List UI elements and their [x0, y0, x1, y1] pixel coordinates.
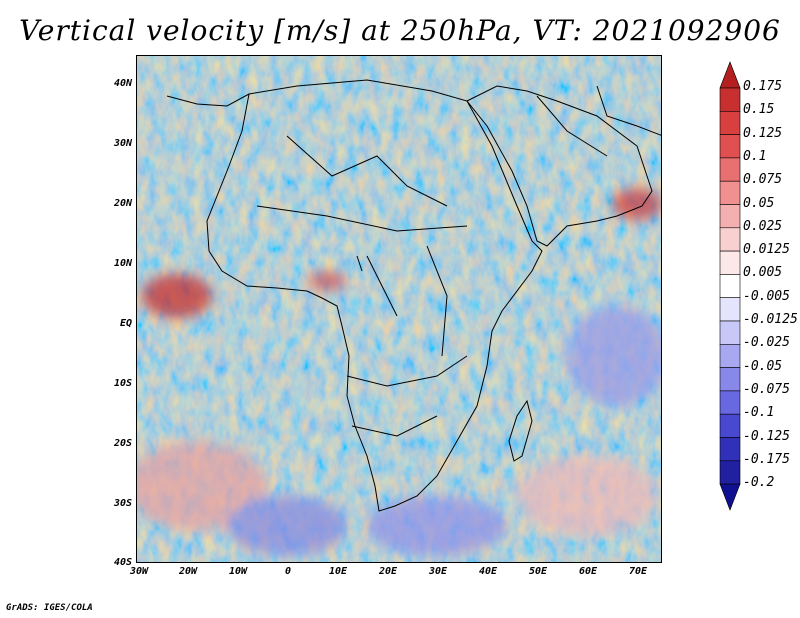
- colorbar-swatch: [719, 110, 741, 135]
- colorbar-label: 0.15: [743, 102, 775, 118]
- lon-label: 30E: [428, 566, 448, 577]
- lon-label: 20W: [178, 566, 198, 577]
- colorbar-swatch: [719, 343, 741, 368]
- lat-label: 20S: [113, 438, 132, 449]
- colorbar-label: -0.175: [743, 451, 790, 467]
- colorbar-label: -0.2: [743, 475, 775, 491]
- colorbar-label: 0.0125: [743, 242, 790, 258]
- lat-label: 20N: [113, 198, 132, 209]
- credit-text: GrADS: IGES/COLA: [6, 603, 93, 613]
- velocity-field: [137, 56, 661, 562]
- colorbar-swatch: [719, 87, 741, 112]
- colorbar-boxes: [719, 61, 741, 511]
- colorbar-label: 0.1: [743, 148, 767, 164]
- colorbar-swatch: [719, 297, 741, 322]
- chart-title: Vertical velocity [m/s] at 250hPa, VT: 2…: [19, 14, 781, 47]
- colorbar-label: 0.005: [743, 265, 783, 281]
- lon-label: 10W: [228, 566, 248, 577]
- colorbar-swatch: [719, 157, 741, 182]
- colorbar-swatch: [719, 61, 741, 89]
- colorbar-swatch: [719, 274, 741, 298]
- lat-label: 40S: [113, 557, 132, 568]
- lon-label: 40E: [478, 566, 498, 577]
- lat-label: EQ: [119, 318, 132, 329]
- colorbar-swatch: [719, 134, 741, 159]
- coastlines: [166, 79, 661, 512]
- colorbar-label: 0.025: [743, 218, 783, 234]
- colorbar-label: 0.05: [743, 195, 775, 211]
- colorbar-swatch: [719, 227, 741, 252]
- colorbar-label: -0.025: [743, 335, 790, 351]
- lat-label: 10S: [113, 378, 132, 389]
- colorbar-label: 0.125: [743, 125, 783, 141]
- colorbar-swatch: [719, 483, 741, 511]
- colorbar: [719, 61, 741, 511]
- colorbar-label: -0.005: [743, 288, 790, 304]
- colorbar-label: 0.075: [743, 172, 783, 188]
- lat-label: 30N: [113, 138, 132, 149]
- colorbar-label: -0.075: [743, 381, 790, 397]
- colorbar-swatch: [719, 390, 741, 415]
- lon-label: 60E: [578, 566, 598, 577]
- lat-label: 30S: [113, 498, 132, 509]
- lat-label: 10N: [113, 258, 132, 269]
- colorbar-swatch: [719, 204, 741, 229]
- colorbar-label: -0.1: [743, 405, 775, 421]
- colorbar-label: -0.05: [743, 358, 783, 374]
- lon-label: 20E: [378, 566, 398, 577]
- field-patches: [137, 188, 661, 556]
- lon-label: 0: [284, 566, 292, 577]
- lon-label: 70E: [628, 566, 648, 577]
- colorbar-swatch: [719, 437, 741, 462]
- colorbar-swatch: [719, 460, 741, 485]
- colorbar-label: -0.125: [743, 428, 790, 444]
- lon-label: 50E: [528, 566, 548, 577]
- colorbar-swatch: [719, 250, 741, 275]
- lat-label: 40N: [113, 78, 132, 89]
- colorbar-swatch: [719, 180, 741, 205]
- colorbar-label: -0.0125: [743, 312, 798, 327]
- lon-label: 10E: [328, 566, 348, 577]
- colorbar-label: 0.175: [743, 79, 783, 94]
- colorbar-swatch: [719, 367, 741, 392]
- lon-label: 30W: [129, 566, 149, 577]
- colorbar-swatch: [719, 413, 741, 438]
- map-panel: [136, 55, 662, 563]
- colorbar-swatch: [719, 320, 741, 345]
